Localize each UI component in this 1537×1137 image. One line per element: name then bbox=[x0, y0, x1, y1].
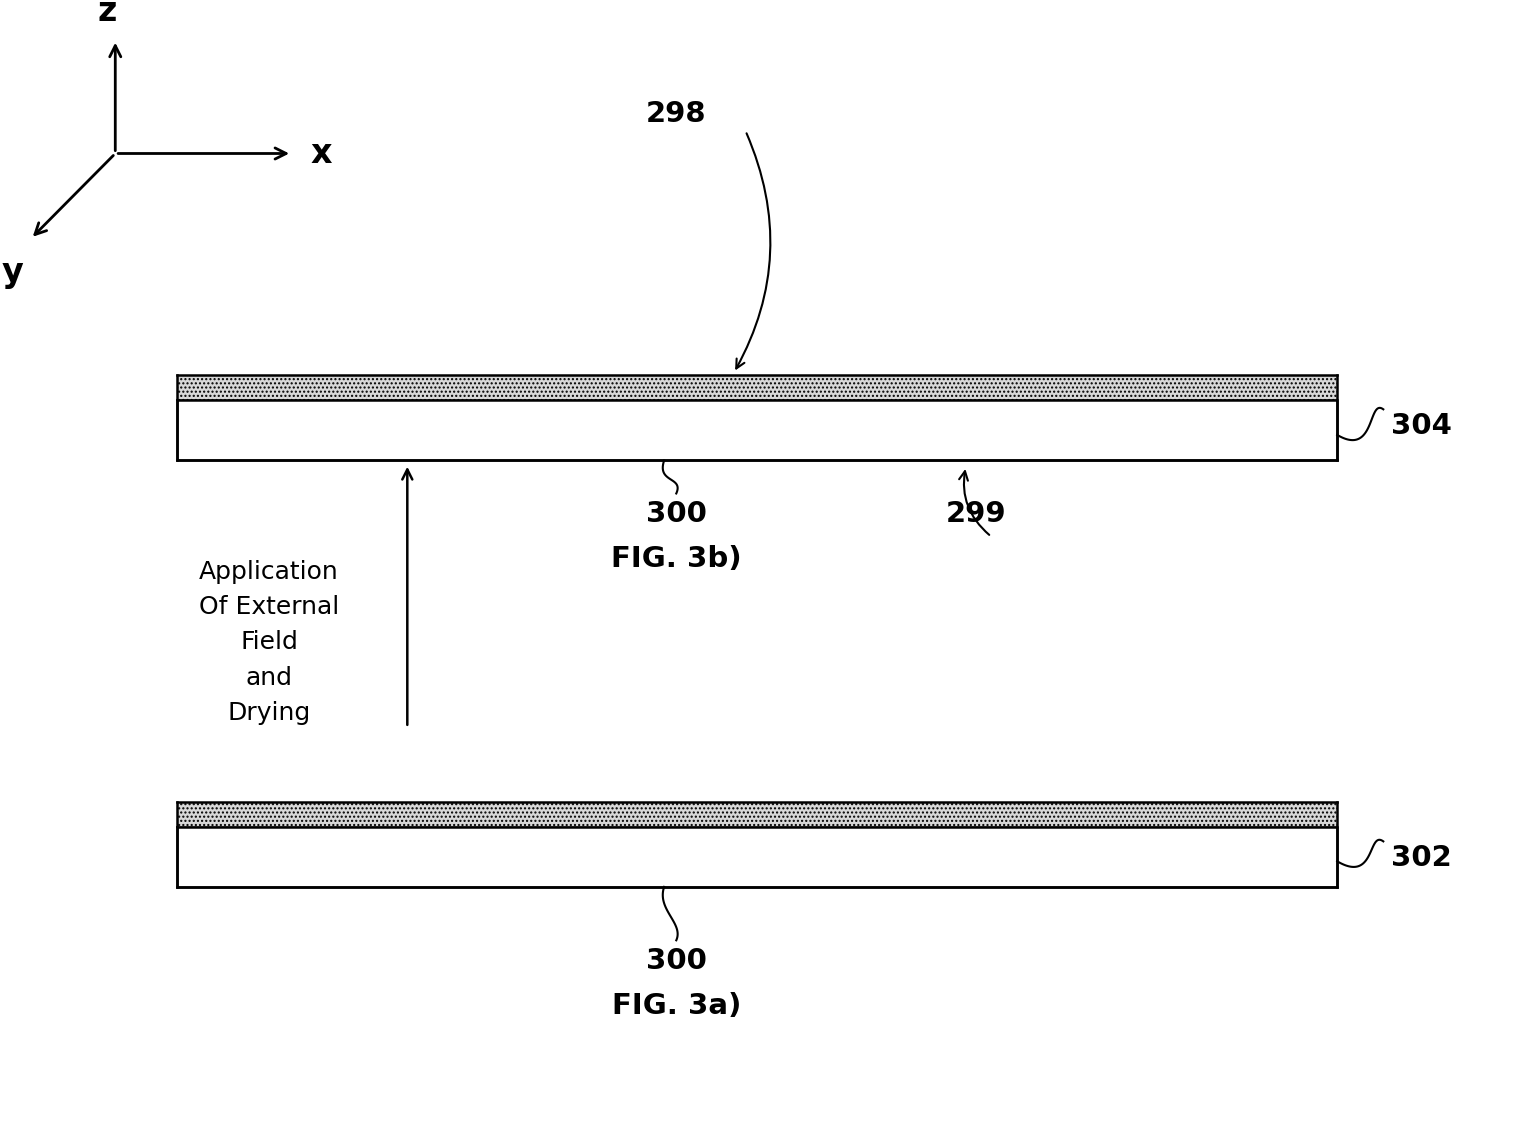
Polygon shape bbox=[177, 375, 1337, 400]
Text: y: y bbox=[2, 256, 23, 289]
Text: 298: 298 bbox=[646, 100, 707, 127]
Polygon shape bbox=[177, 802, 1337, 827]
Text: z: z bbox=[98, 0, 117, 28]
Text: FIG. 3b): FIG. 3b) bbox=[612, 546, 741, 573]
Text: FIG. 3a): FIG. 3a) bbox=[612, 993, 741, 1020]
Polygon shape bbox=[177, 400, 1337, 460]
Polygon shape bbox=[177, 827, 1337, 887]
Text: 304: 304 bbox=[1391, 413, 1452, 440]
Text: 300: 300 bbox=[646, 947, 707, 974]
Text: 302: 302 bbox=[1391, 845, 1452, 872]
Text: x: x bbox=[310, 136, 332, 171]
Text: Application
Of External
Field
and
Drying: Application Of External Field and Drying bbox=[198, 559, 340, 725]
Text: 299: 299 bbox=[945, 500, 1007, 528]
Text: 300: 300 bbox=[646, 500, 707, 528]
